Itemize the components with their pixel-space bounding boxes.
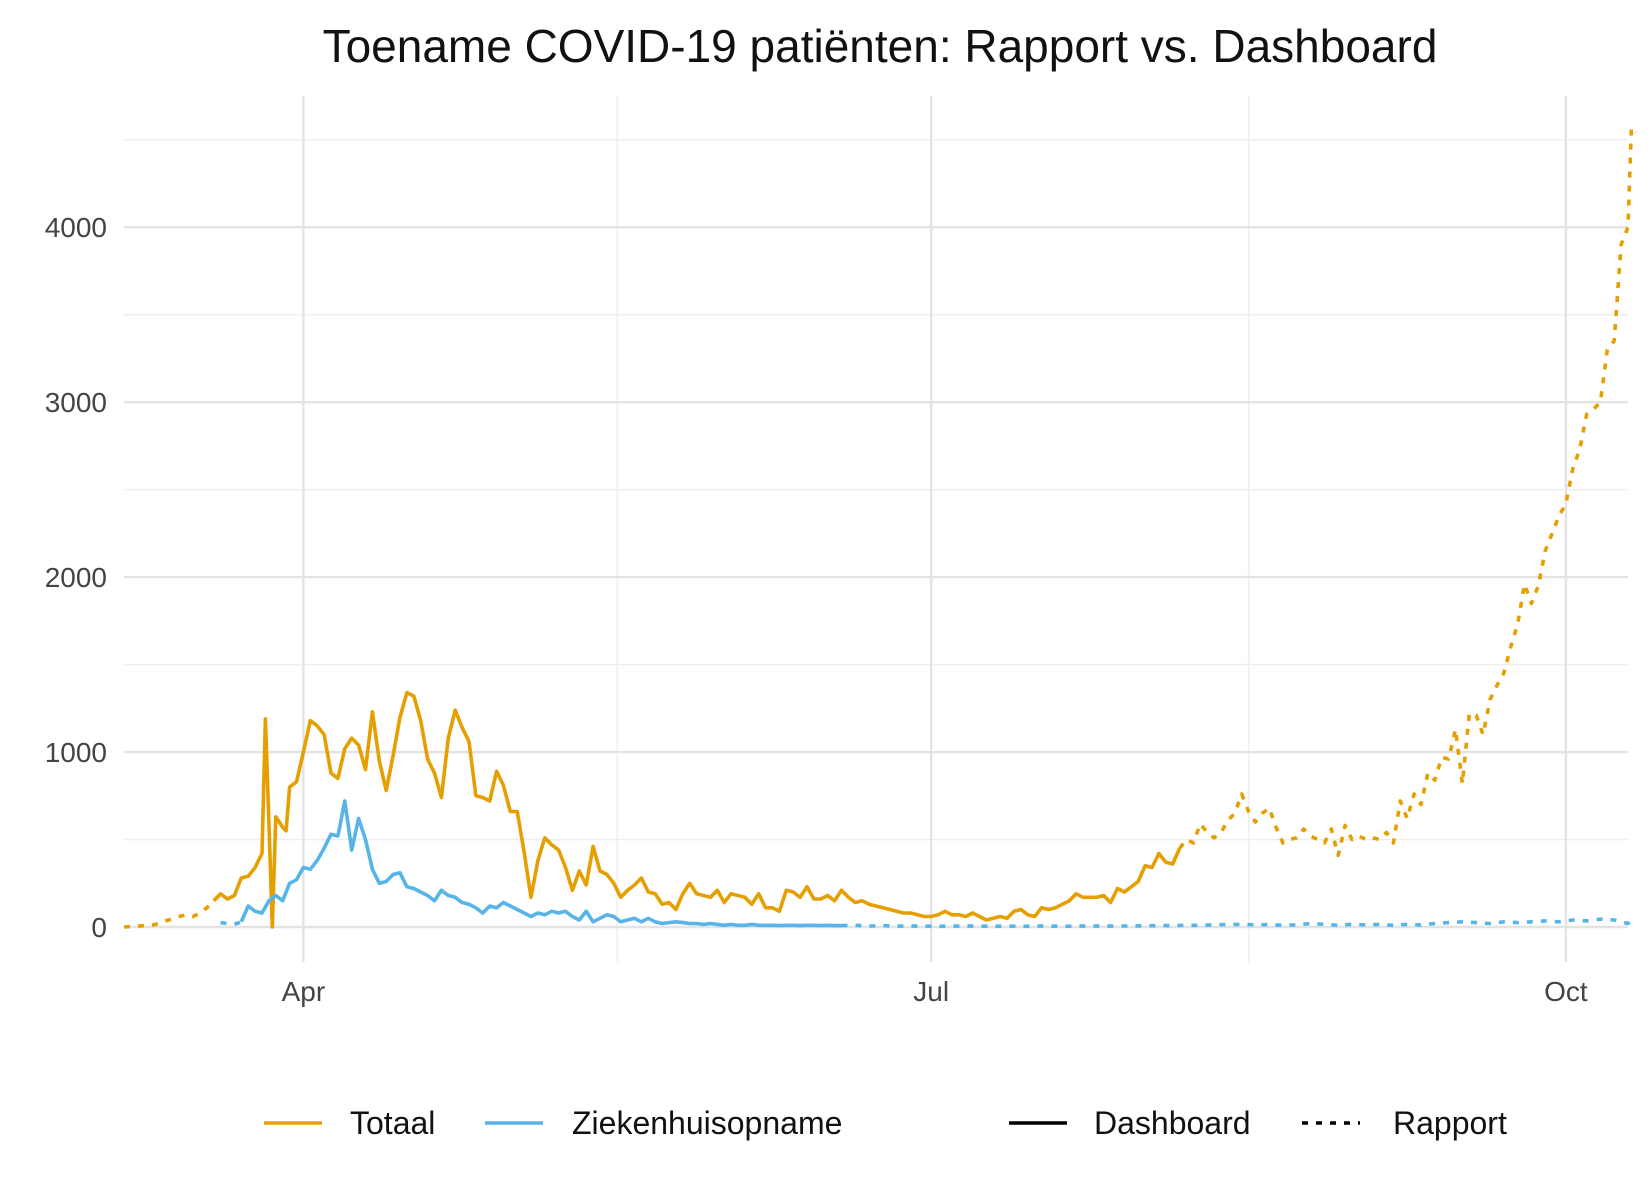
series-line-ziekenhuisopname-dashboard [239,799,842,928]
series-line-totaal-dashboard [212,690,1182,929]
legend-item-totaal: Totaal [264,1105,435,1141]
minor-gridlines [124,96,1628,962]
legend-label-ziekenhuisopname: Ziekenhuisopname [572,1105,842,1141]
series-layer [123,125,1637,929]
x-tick-label: Oct [1544,976,1588,1007]
y-tick-label: 4000 [45,212,107,243]
y-axis-tick-labels: 0 1000 2000 3000 4000 [45,212,107,943]
legend-label-totaal: Totaal [350,1105,435,1141]
series-line-ziekenhuisopname-rapport [220,920,242,927]
x-axis-tick-labels: Apr Jul Oct [282,976,1588,1007]
legend-item-ziekenhuisopname: Ziekenhuisopname [485,1105,842,1141]
legend-label-rapport: Rapport [1393,1105,1507,1141]
legend: Totaal Ziekenhuisopname Dashboard Rappor… [264,1105,1507,1141]
legend-label-dashboard: Dashboard [1094,1105,1251,1141]
y-tick-label: 2000 [45,562,107,593]
series-line-totaal-rapport [123,899,215,929]
y-tick-label: 0 [91,912,107,943]
x-tick-label: Apr [282,976,326,1007]
major-gridlines [124,96,1628,962]
chart-title: Toename COVID-19 patiënten: Rapport vs. … [323,20,1438,72]
x-tick-label: Jul [913,976,949,1007]
legend-item-rapport: Rapport [1302,1105,1507,1141]
y-tick-label: 3000 [45,387,107,418]
y-tick-label: 1000 [45,737,107,768]
legend-item-dashboard: Dashboard [1009,1105,1251,1141]
series-line-ziekenhuisopname-rapport [841,915,1637,929]
series-line-totaal-rapport [1178,125,1637,858]
